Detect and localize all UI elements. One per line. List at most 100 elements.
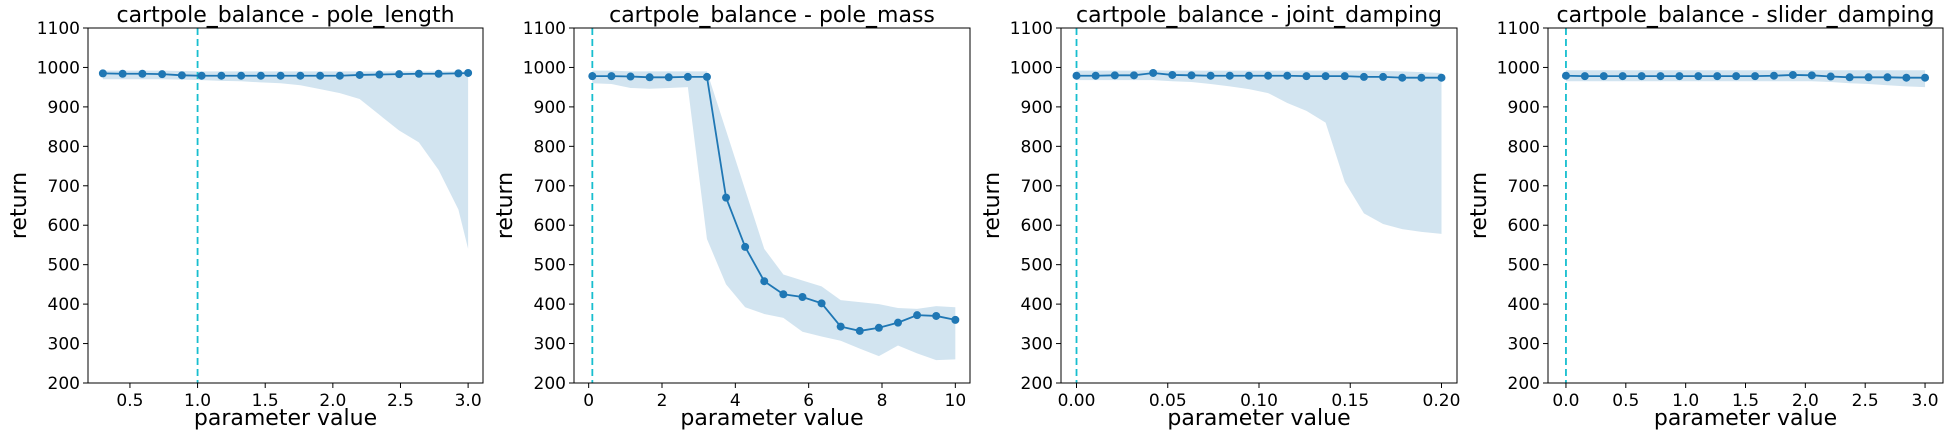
y-tick-label: 500 bbox=[1021, 256, 1053, 276]
y-tick-label: 700 bbox=[534, 177, 566, 197]
y-tick-label: 800 bbox=[48, 137, 80, 157]
data-point bbox=[1244, 71, 1253, 80]
data-point bbox=[414, 69, 423, 78]
data-point bbox=[1618, 72, 1627, 81]
y-tick-label: 1100 bbox=[1497, 19, 1540, 39]
data-point bbox=[1902, 73, 1911, 82]
y-tick-label: 900 bbox=[1021, 98, 1053, 118]
data-point bbox=[335, 71, 344, 80]
x-tick-label: 0.05 bbox=[1149, 391, 1187, 411]
data-point bbox=[1751, 72, 1760, 81]
data-point bbox=[779, 290, 788, 299]
axes-frame bbox=[87, 27, 484, 384]
data-point bbox=[1694, 72, 1703, 81]
data-point bbox=[1417, 73, 1426, 82]
plot-area bbox=[588, 28, 960, 383]
chart-title: cartpole_balance - slider_damping bbox=[1557, 3, 1935, 28]
data-point bbox=[138, 69, 147, 78]
data-point bbox=[683, 72, 692, 81]
y-axis-label: return bbox=[493, 172, 518, 239]
x-axis-label: parameter value bbox=[1167, 406, 1350, 431]
data-point bbox=[817, 299, 826, 308]
data-point bbox=[588, 72, 597, 81]
y-tick-label: 1000 bbox=[1010, 58, 1053, 78]
y-axis-label: return bbox=[7, 172, 32, 239]
x-tick-label: 2 bbox=[657, 391, 668, 411]
data-point bbox=[276, 71, 285, 80]
data-point bbox=[1264, 71, 1273, 80]
x-tick-label: 2.0 bbox=[319, 391, 346, 411]
data-point bbox=[1845, 73, 1854, 82]
y-tick-label: 1000 bbox=[523, 58, 566, 78]
data-point bbox=[1561, 71, 1570, 80]
x-axis-label: parameter value bbox=[680, 406, 863, 431]
subplot-3: 0.00 0.05 0.10 0.15 0.20 200 300 400 500 600 700 80… bbox=[980, 3, 1460, 431]
data-point bbox=[1302, 72, 1311, 81]
data-point bbox=[1675, 72, 1684, 81]
data-point bbox=[118, 69, 127, 78]
data-point bbox=[836, 322, 845, 331]
data-point bbox=[1599, 72, 1608, 81]
data-point bbox=[1379, 72, 1388, 81]
y-tick-label: 300 bbox=[1508, 335, 1540, 355]
y-tick-label: 500 bbox=[534, 256, 566, 276]
data-point bbox=[722, 193, 731, 202]
data-point bbox=[951, 315, 960, 324]
y-tick-label: 700 bbox=[48, 177, 80, 197]
data-point bbox=[932, 311, 941, 320]
y-tick-label: 200 bbox=[534, 374, 566, 394]
y-tick-label: 200 bbox=[48, 374, 80, 394]
data-point bbox=[434, 69, 443, 78]
data-point bbox=[1437, 73, 1446, 82]
x-tick-label: 1.5 bbox=[1732, 391, 1759, 411]
y-tick-label: 800 bbox=[1021, 137, 1053, 157]
axes-frame bbox=[573, 27, 971, 384]
data-point bbox=[1656, 72, 1665, 81]
data-point bbox=[855, 326, 864, 335]
data-point bbox=[316, 71, 325, 80]
x-tick-label: 2.0 bbox=[1792, 391, 1819, 411]
data-point bbox=[1826, 72, 1835, 81]
x-tick-label: 0.5 bbox=[1612, 391, 1639, 411]
x-tick-label: 0.00 bbox=[1058, 391, 1096, 411]
data-point bbox=[1225, 71, 1234, 80]
x-tick-label: 3.0 bbox=[455, 391, 482, 411]
x-tick-label: 0.20 bbox=[1423, 391, 1461, 411]
y-tick-label: 600 bbox=[1021, 216, 1053, 236]
y-axis-label: return bbox=[980, 172, 1005, 239]
data-point bbox=[1921, 73, 1930, 82]
y-tick-label: 1100 bbox=[523, 19, 566, 39]
data-point bbox=[1807, 71, 1816, 80]
y-tick-label: 300 bbox=[48, 335, 80, 355]
subplot-1: 0.5 1.0 1.5 2.0 2.5 3.0 200 300 400 500 600 700 800 9… bbox=[7, 3, 484, 431]
x-tick-label: 2.5 bbox=[1852, 391, 1879, 411]
data-point bbox=[177, 71, 186, 80]
y-tick-label: 700 bbox=[1021, 177, 1053, 197]
y-tick-label: 300 bbox=[1021, 335, 1053, 355]
y-tick-label: 600 bbox=[48, 216, 80, 236]
data-point bbox=[760, 277, 769, 286]
data-point bbox=[1129, 71, 1138, 80]
y-tick-label: 500 bbox=[1508, 256, 1540, 276]
data-point bbox=[1149, 68, 1158, 77]
x-tick-label: 1.5 bbox=[252, 391, 279, 411]
y-tick-label: 200 bbox=[1508, 374, 1540, 394]
data-point bbox=[1340, 72, 1349, 81]
confidence-band bbox=[1565, 70, 1926, 88]
x-axis-label: parameter value bbox=[1654, 406, 1837, 431]
y-tick-label: 600 bbox=[1508, 216, 1540, 236]
y-tick-label: 1000 bbox=[1497, 58, 1540, 78]
data-point bbox=[664, 73, 673, 82]
data-point bbox=[913, 311, 922, 320]
x-tick-label: 10 bbox=[945, 391, 967, 411]
subplot-2: 0 2 4 6 8 10 200 300 400 500 600 700 800 900 1000 1100 c… bbox=[493, 3, 971, 431]
data-point bbox=[296, 71, 305, 80]
y-tick-label: 200 bbox=[1021, 374, 1053, 394]
data-point bbox=[1321, 72, 1330, 81]
x-axis-label: parameter value bbox=[194, 406, 377, 431]
y-tick-label: 900 bbox=[48, 98, 80, 118]
y-tick-label: 1000 bbox=[37, 58, 80, 78]
data-point bbox=[197, 71, 206, 80]
data-point bbox=[1883, 73, 1892, 82]
chart-title: cartpole_balance - joint_damping bbox=[1076, 3, 1442, 28]
